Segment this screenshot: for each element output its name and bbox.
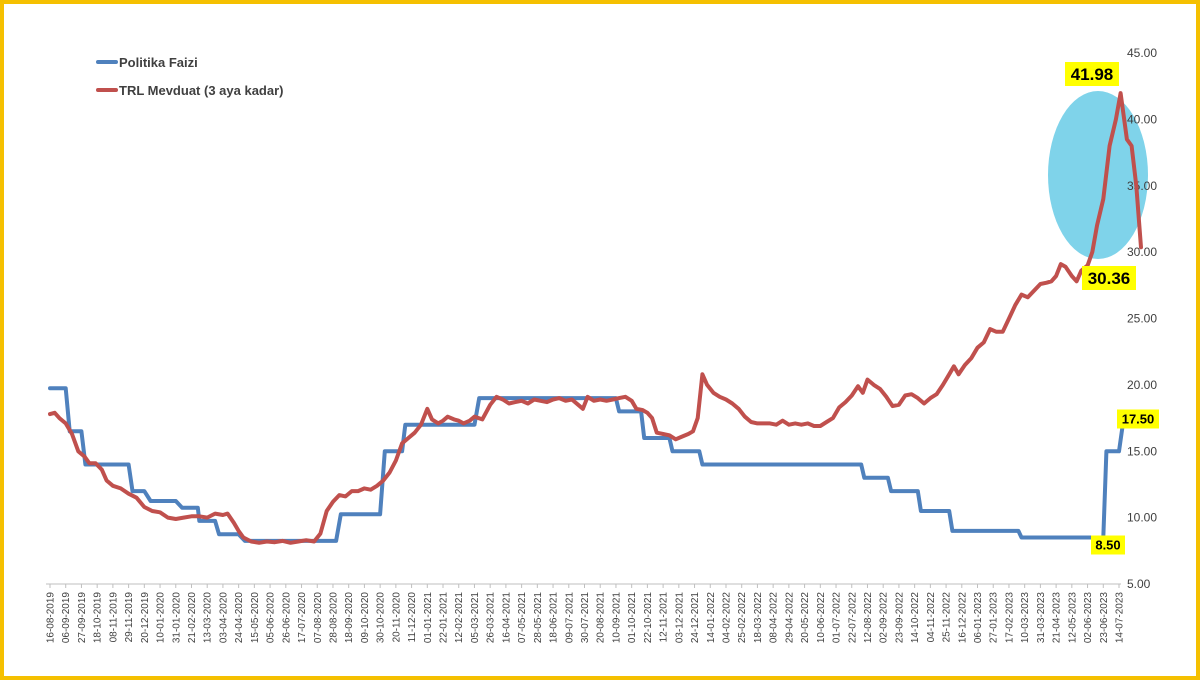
x-tick-label: 23-06-2023 <box>1099 592 1110 644</box>
legend-label: TRL Mevduat (3 aya kadar) <box>119 83 283 98</box>
x-tick-label: 18-06-2021 <box>549 592 560 644</box>
callout-value: 8.50 <box>1095 538 1120 553</box>
x-tick-label: 17-02-2023 <box>1004 592 1015 644</box>
y-tick-label: 15.00 <box>1127 444 1157 458</box>
y-tick-label: 30.00 <box>1127 245 1157 259</box>
x-tick-label: 01-07-2022 <box>832 592 843 644</box>
x-tick-label: 10-09-2021 <box>611 592 622 644</box>
x-tick-label: 20-12-2019 <box>140 592 151 644</box>
x-tick-label: 18-10-2019 <box>93 592 104 644</box>
x-tick-label: 05-06-2020 <box>266 592 277 644</box>
x-tick-label: 03-12-2021 <box>674 592 685 644</box>
x-tick-label: 21-04-2023 <box>1052 592 1063 644</box>
y-tick-label: 10.00 <box>1127 511 1157 525</box>
x-tick-label: 07-05-2021 <box>517 592 528 644</box>
x-tick-label: 31-01-2020 <box>171 592 182 644</box>
x-tick-label: 24-12-2021 <box>690 592 701 644</box>
x-tick-label: 09-07-2021 <box>564 592 575 644</box>
callout-value: 41.98 <box>1071 65 1114 84</box>
x-tick-label: 14-10-2022 <box>910 592 921 644</box>
x-tick-label: 27-01-2023 <box>989 592 1000 644</box>
x-tick-label: 21-02-2020 <box>187 592 198 644</box>
x-tick-label: 06-01-2023 <box>973 592 984 644</box>
y-tick-label: 40.00 <box>1127 112 1157 126</box>
x-tick-label: 12-02-2021 <box>454 592 465 644</box>
x-tick-label: 08-04-2022 <box>769 592 780 644</box>
y-tick-label: 5.00 <box>1127 577 1151 591</box>
legend-label: Politika Faizi <box>119 55 198 70</box>
x-tick-label: 17-07-2020 <box>297 592 308 644</box>
x-tick-label: 15-05-2020 <box>250 592 261 644</box>
x-tick-label: 02-09-2022 <box>879 592 890 644</box>
x-tick-label: 23-09-2022 <box>894 592 905 644</box>
y-tick-label: 25.00 <box>1127 312 1157 326</box>
x-tick-label: 04-02-2022 <box>721 592 732 644</box>
x-tick-label: 14-07-2023 <box>1115 592 1126 644</box>
x-tick-label: 22-07-2022 <box>847 592 858 644</box>
series-line-trl-mevduat <box>48 91 1143 545</box>
x-tick-label: 01-10-2021 <box>627 592 638 644</box>
callout-box <box>1091 535 1125 555</box>
x-tick-label: 28-05-2021 <box>533 592 544 644</box>
x-tick-label: 03-04-2020 <box>218 592 229 644</box>
annotation-layer: 41.98 30.36 17.50 8.50 <box>1065 62 1159 555</box>
x-tick-label: 20-11-2020 <box>391 592 402 643</box>
highlight-ellipse <box>1048 91 1148 259</box>
x-tick-label: 08-11-2019 <box>108 592 119 643</box>
callout-value: 17.50 <box>1122 412 1155 427</box>
x-tick-label: 16-12-2022 <box>957 592 968 644</box>
series-layer <box>48 91 1143 545</box>
x-tick-label: 27-09-2019 <box>77 592 88 644</box>
x-tick-label: 10-01-2020 <box>156 592 167 644</box>
x-tick-label: 29-04-2022 <box>784 592 795 644</box>
x-tick-label: 24-04-2020 <box>234 592 245 644</box>
x-tick-label: 16-08-2019 <box>46 592 57 644</box>
series-line-politika-faizi <box>48 386 1126 543</box>
x-tick-label: 20-08-2021 <box>596 592 607 644</box>
callout-box <box>1082 266 1136 290</box>
x-tick-label: 26-06-2020 <box>281 592 292 644</box>
x-tick-label: 26-03-2021 <box>486 592 497 644</box>
x-tick-label: 18-09-2020 <box>344 592 355 644</box>
callout-box <box>1065 62 1119 86</box>
x-tick-label: 28-08-2020 <box>328 592 339 644</box>
callout-box <box>1117 409 1159 429</box>
x-tick-label: 04-11-2022 <box>926 592 937 643</box>
x-tick-label: 13-03-2020 <box>203 592 214 644</box>
highlight-layer <box>1048 91 1148 259</box>
callout-value: 30.36 <box>1088 269 1131 288</box>
x-tick-label: 29-11-2019 <box>124 592 135 643</box>
x-tick-label: 22-10-2021 <box>643 592 654 644</box>
y-tick-label: 45.00 <box>1127 46 1157 60</box>
x-tick-label: 25-11-2022 <box>942 592 953 643</box>
x-tick-label: 22-01-2021 <box>439 592 450 644</box>
x-tick-label: 30-10-2020 <box>376 592 387 644</box>
x-tick-label: 14-01-2022 <box>706 592 717 644</box>
x-tick-label: 31-03-2023 <box>1036 592 1047 644</box>
x-tick-label: 30-07-2021 <box>580 592 591 644</box>
x-tick-label: 18-03-2022 <box>753 592 764 644</box>
y-tick-label: 35.00 <box>1127 179 1157 193</box>
x-tick-label: 16-04-2021 <box>501 592 512 644</box>
y-tick-label: 20.00 <box>1127 378 1157 392</box>
x-tick-label: 01-01-2021 <box>423 592 434 644</box>
x-tick-label: 25-02-2022 <box>737 592 748 644</box>
x-tick-label: 12-08-2022 <box>863 592 874 644</box>
x-tick-label: 12-11-2021 <box>659 592 670 643</box>
x-tick-label: 06-09-2019 <box>61 592 72 644</box>
legend: Politika Faizi TRL Mevduat (3 aya kadar) <box>96 55 283 98</box>
x-tick-label: 05-03-2021 <box>470 592 481 644</box>
x-tick-label: 11-12-2020 <box>407 592 418 643</box>
x-tick-label: 10-03-2023 <box>1020 592 1031 644</box>
x-tick-label: 07-08-2020 <box>313 592 324 644</box>
x-tick-label: 09-10-2020 <box>360 592 371 644</box>
axis-layer: 5.0010.0015.0020.0025.0030.0035.0040.004… <box>46 46 1158 643</box>
x-tick-label: 10-06-2022 <box>816 592 827 644</box>
x-tick-label: 20-05-2022 <box>800 592 811 644</box>
x-tick-label: 12-05-2023 <box>1067 592 1078 644</box>
x-tick-label: 02-06-2023 <box>1083 592 1094 644</box>
